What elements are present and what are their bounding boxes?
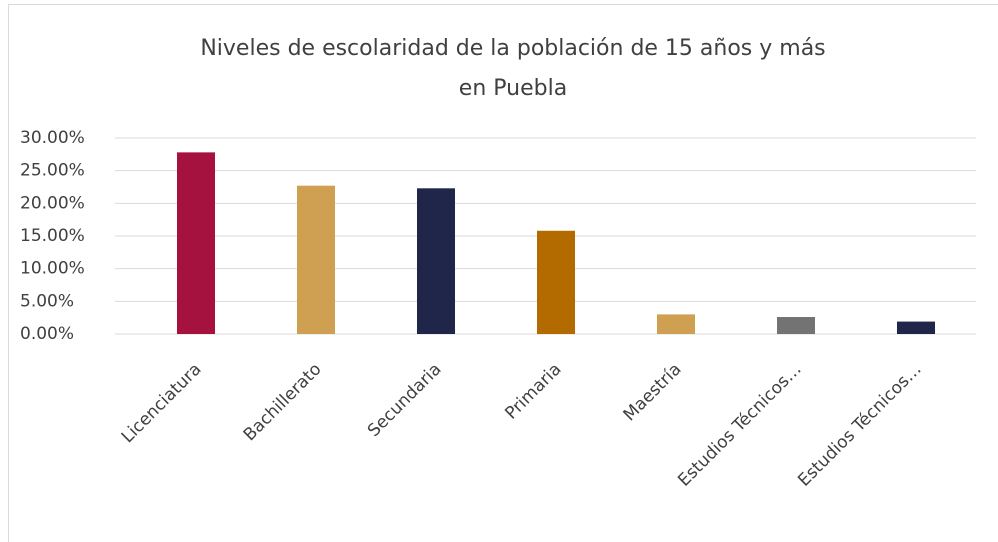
bar bbox=[177, 152, 215, 334]
x-tick-label: Bachillerato bbox=[240, 359, 326, 445]
y-tick-label: 30.00% bbox=[20, 128, 85, 148]
chart-frame bbox=[8, 4, 998, 542]
x-tick-label: Licenciatura bbox=[118, 359, 206, 447]
chart-title: en Puebla bbox=[459, 76, 567, 101]
y-tick-label: 0.00% bbox=[20, 324, 74, 344]
y-tick-label: 25.00% bbox=[20, 161, 85, 181]
bar bbox=[657, 314, 695, 334]
bar bbox=[537, 230, 575, 334]
bar bbox=[897, 321, 935, 334]
x-tick-label: Maestría bbox=[620, 359, 686, 425]
x-tick-label: Primaria bbox=[501, 359, 565, 423]
x-tick-label: Estudios Técnicos… bbox=[794, 359, 925, 490]
y-tick-label: 5.00% bbox=[20, 291, 74, 311]
bar bbox=[417, 188, 455, 334]
bar bbox=[777, 317, 815, 334]
y-tick-label: 10.00% bbox=[20, 259, 85, 279]
bar bbox=[297, 185, 335, 334]
y-tick-label: 20.00% bbox=[20, 193, 85, 213]
x-tick-label: Estudios Técnicos… bbox=[674, 359, 805, 490]
chart-title: Niveles de escolaridad de la población d… bbox=[200, 36, 825, 61]
y-tick-label: 15.00% bbox=[20, 226, 85, 246]
x-tick-label: Secundaria bbox=[364, 359, 446, 441]
